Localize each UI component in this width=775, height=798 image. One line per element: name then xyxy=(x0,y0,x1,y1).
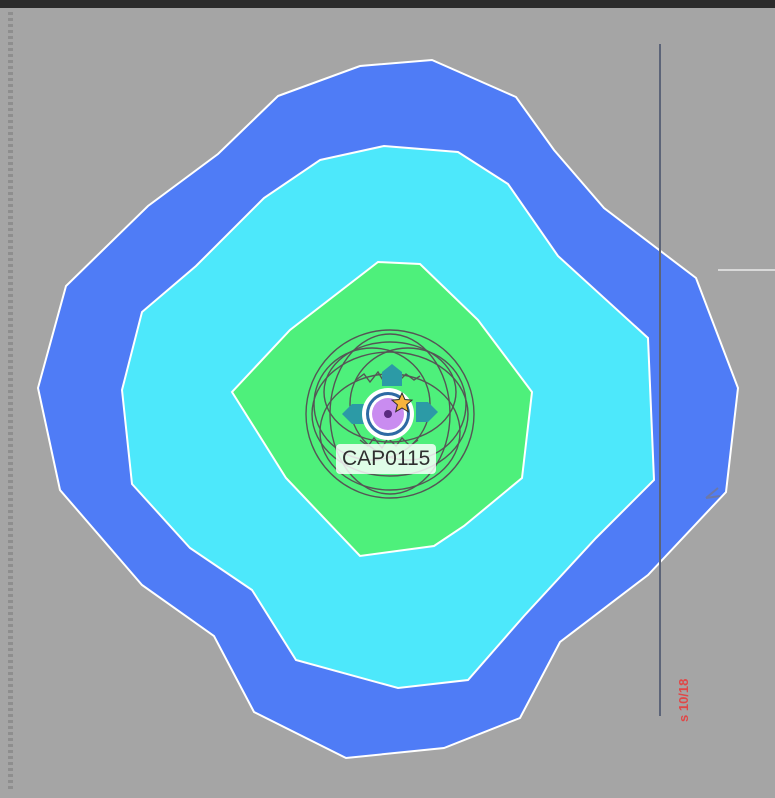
star-icon[interactable] xyxy=(390,391,414,413)
top-bar xyxy=(0,0,775,8)
left-ruler xyxy=(8,12,13,792)
date-label: s 10/18 xyxy=(676,678,691,722)
direction-arrow-north-icon[interactable] xyxy=(382,364,402,386)
mouse-hint-icon xyxy=(705,487,721,499)
site-label[interactable]: CAP0115 xyxy=(336,444,437,474)
direction-arrow-west-icon[interactable] xyxy=(342,404,366,424)
direction-arrow-east-icon[interactable] xyxy=(416,402,438,422)
site-marker-icon[interactable] xyxy=(362,388,414,440)
